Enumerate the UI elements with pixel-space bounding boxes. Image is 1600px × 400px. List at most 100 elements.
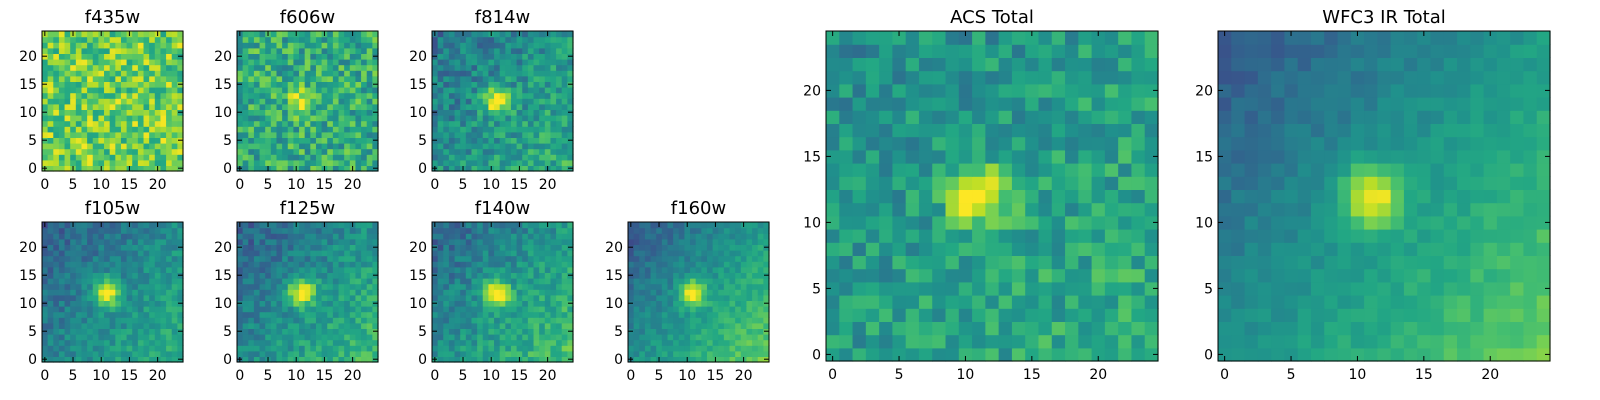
heatmap-cell	[510, 328, 518, 335]
heatmap-cell	[126, 255, 133, 262]
heatmap-cell	[137, 59, 145, 66]
heatmap-cell	[53, 87, 60, 94]
heatmap-cell	[544, 120, 552, 127]
heatmap-cell	[1025, 268, 1040, 283]
heatmap-cell	[516, 233, 523, 240]
heatmap-cell	[879, 163, 893, 177]
heatmap-cell	[282, 154, 289, 161]
heatmap-cell	[482, 109, 489, 116]
heatmap-cell	[550, 255, 557, 262]
heatmap-cell	[344, 222, 351, 229]
heatmap-cell	[729, 350, 736, 357]
heatmap-cell	[892, 163, 907, 177]
heatmap-cell	[366, 47, 373, 54]
heatmap-cell	[763, 261, 770, 268]
plot-frame	[236, 30, 379, 172]
heatmap-cell	[98, 345, 105, 352]
heatmap-cell	[98, 59, 105, 66]
heatmap-cell	[109, 165, 116, 172]
heatmap-cell	[718, 255, 725, 262]
heatmap-cell	[372, 345, 379, 352]
heatmap-cell	[137, 109, 145, 116]
heatmap-cell	[556, 306, 563, 313]
heatmap-cell	[712, 294, 719, 301]
heatmap-cell	[143, 120, 150, 127]
heatmap-cell	[315, 233, 323, 240]
heatmap-cell	[443, 70, 450, 77]
heatmap-cell	[92, 115, 99, 122]
heatmap-cell	[465, 64, 473, 71]
heatmap-cell	[550, 311, 557, 318]
heatmap-cell	[177, 345, 184, 352]
heatmap-cell	[673, 322, 680, 329]
heatmap-cell	[42, 350, 49, 357]
heatmap-cell	[527, 222, 535, 229]
heatmap-cell	[505, 59, 512, 66]
heatmap-cell	[752, 300, 759, 307]
heatmap-cell	[109, 42, 116, 49]
heatmap-cell	[42, 36, 49, 43]
heatmap-cell	[327, 103, 334, 110]
heatmap-cell	[522, 115, 529, 122]
heatmap-cell	[276, 115, 283, 122]
heatmap-cell	[567, 311, 574, 318]
heatmap-cell	[276, 334, 283, 341]
heatmap-cell	[460, 238, 467, 245]
heatmap-cell	[539, 233, 546, 240]
heatmap-cell	[366, 283, 373, 290]
heatmap-cell	[310, 92, 317, 99]
heatmap-cell	[327, 81, 334, 88]
heatmap-cell	[282, 289, 289, 296]
heatmap-cell	[321, 283, 328, 290]
heatmap-cell	[338, 289, 345, 296]
heatmap-cell	[310, 334, 317, 341]
heatmap-cell	[482, 137, 489, 144]
heatmap-cell	[287, 75, 294, 82]
heatmap-cell	[684, 255, 691, 262]
heatmap-cell	[132, 154, 139, 161]
heatmap-cell	[137, 31, 145, 38]
heatmap-cell	[1038, 163, 1053, 177]
heatmap-cell	[998, 149, 1013, 164]
heatmap-cell	[527, 98, 535, 105]
heatmap-cell	[454, 350, 461, 357]
heatmap-cell	[349, 227, 357, 234]
heatmap-cell	[723, 356, 731, 363]
heatmap-cell	[64, 137, 71, 144]
heatmap-cell	[42, 250, 49, 257]
heatmap-cell	[160, 255, 167, 262]
heatmap-cell	[332, 266, 340, 273]
heatmap-cell	[287, 306, 294, 313]
heatmap-cell	[639, 356, 646, 363]
heatmap-cell	[237, 126, 244, 133]
heatmap-cell	[1078, 163, 1093, 177]
heatmap-cell	[443, 283, 450, 290]
heatmap-cell	[171, 165, 178, 172]
heatmap-cell	[443, 328, 450, 335]
heatmap-cell	[109, 306, 116, 313]
heatmap-cell	[149, 328, 156, 335]
heatmap-cell	[42, 334, 49, 341]
heatmap-cell	[361, 154, 368, 161]
heatmap-cell	[1091, 268, 1106, 283]
heatmap-cell	[628, 233, 635, 240]
heatmap-cell	[98, 289, 105, 296]
heatmap-cell	[471, 294, 478, 301]
heatmap-cell	[852, 321, 867, 336]
heatmap-cell	[98, 278, 105, 285]
heatmap-cell	[126, 227, 133, 234]
heatmap-cell	[839, 215, 854, 230]
heatmap-cell	[270, 294, 278, 301]
heatmap-cell	[460, 36, 467, 43]
heatmap-cell	[126, 350, 133, 357]
heatmap-cell	[53, 255, 60, 262]
heatmap-cell	[550, 47, 557, 54]
heatmap-cell	[561, 154, 568, 161]
heatmap-cell	[454, 289, 461, 296]
heatmap-cell	[154, 283, 162, 290]
heatmap-cell	[454, 103, 461, 110]
heatmap-cell	[905, 268, 920, 283]
heatmap-cell	[132, 328, 139, 335]
heatmap-cell	[757, 345, 764, 352]
